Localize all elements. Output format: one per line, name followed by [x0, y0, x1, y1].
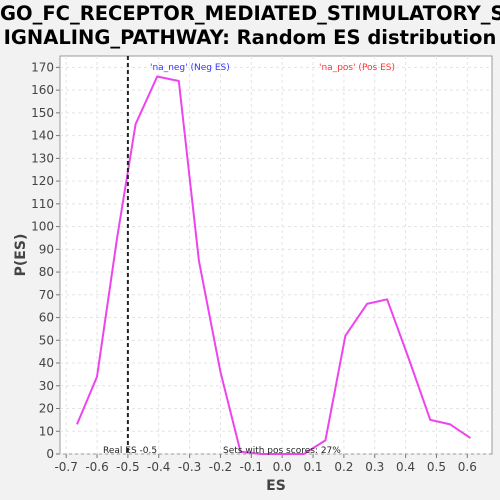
y-tick-label: 60: [39, 311, 54, 325]
y-axis-label: P(ES): [13, 234, 29, 277]
plot-area: [59, 55, 493, 455]
x-axis-label: ES: [266, 478, 286, 494]
x-axis: -0.7 -0.6 -0.5 -0.4 -0.3 -0.2 -0.1 0.0 0.1 0.2 0.3…: [54, 454, 477, 474]
distribution-line: [76, 75, 471, 455]
y-axis: 0 10 20 30 40 50 60 70 80 90 100 110 120 130 140 150 160…: [31, 60, 60, 461]
y-tick-label: 20: [39, 402, 54, 416]
x-tick-label: 0.1: [303, 460, 322, 474]
x-tick-label: 0.0: [273, 460, 292, 474]
x-tick-label: -0.5: [116, 460, 139, 474]
neg-es-label: 'na_neg' (Neg ES): [150, 63, 230, 73]
pos-es-label: 'na_pos' (Pos ES): [319, 63, 395, 73]
x-tick-label: -0.6: [85, 460, 108, 474]
y-tick-label: 30: [39, 379, 54, 393]
y-tick-label: 70: [39, 288, 54, 302]
grid: [60, 56, 492, 455]
y-tick-label: 80: [39, 265, 54, 279]
y-tick-label: 100: [31, 220, 54, 234]
real-es-label: Real ES -0.5: [103, 446, 157, 456]
x-tick-label: 0.5: [427, 460, 446, 474]
pos-scores-label: Sets with pos scores: 27%: [223, 446, 341, 456]
y-tick-label: 130: [31, 151, 54, 165]
x-tick-label: -0.7: [54, 460, 77, 474]
y-tick-label: 170: [31, 60, 54, 74]
chart-title-line-2: IGNALING_PATHWAY: Random ES distribution: [3, 26, 497, 49]
y-tick-label: 40: [39, 356, 54, 370]
series-layer: [76, 75, 471, 455]
y-tick-label: 90: [39, 242, 54, 256]
y-tick-label: 50: [39, 333, 54, 347]
chart-title-line-1: GO_FC_RECEPTOR_MEDIATED_STIMULATORY_S: [0, 2, 500, 25]
x-tick-label: -0.3: [178, 460, 201, 474]
y-tick-label: 150: [31, 106, 54, 120]
y-tick-label: 0: [46, 447, 54, 461]
x-tick-label: 0.4: [396, 460, 415, 474]
x-tick-label: -0.2: [209, 460, 232, 474]
x-tick-label: -0.4: [147, 460, 170, 474]
x-tick-label: 0.3: [365, 460, 384, 474]
x-tick-label: 0.6: [458, 460, 477, 474]
y-tick-label: 140: [31, 129, 54, 143]
y-tick-label: 110: [31, 197, 54, 211]
y-tick-label: 10: [39, 424, 54, 438]
y-tick-label: 160: [31, 83, 54, 97]
y-tick-label: 120: [31, 174, 54, 188]
x-tick-label: 0.2: [334, 460, 353, 474]
x-tick-label: -0.1: [240, 460, 263, 474]
